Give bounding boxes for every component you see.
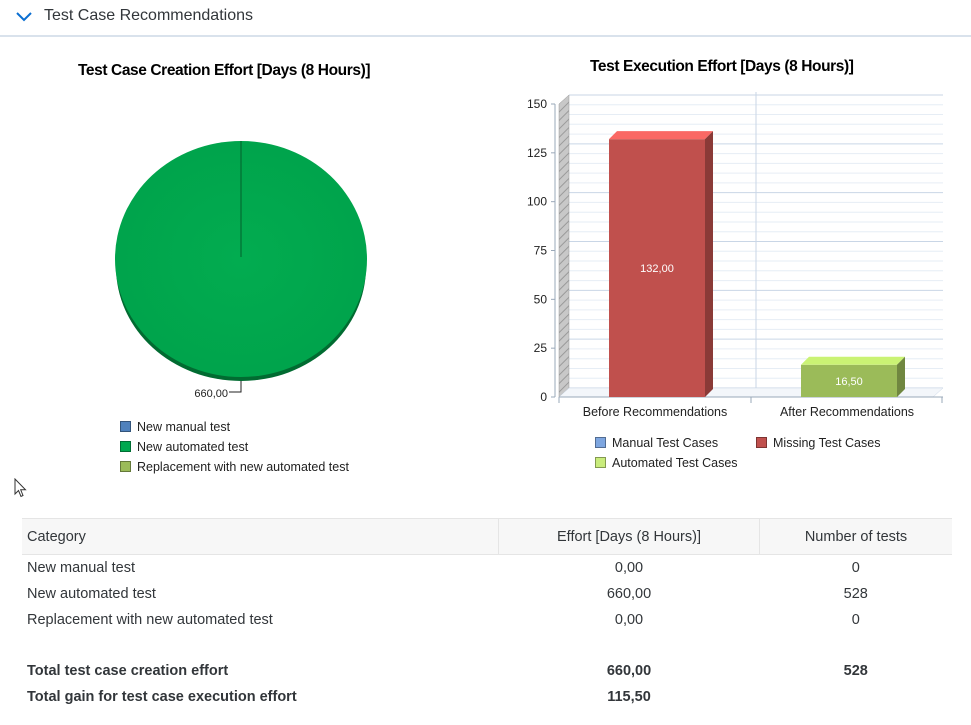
total-label-cell: Total gain for test case execution effor… — [27, 689, 297, 705]
bar-chart-title: Test Execution Effort [Days (8 Hours)] — [590, 58, 854, 75]
y-axis-wall — [558, 94, 570, 398]
x-tick-label: After Recommendations — [780, 405, 914, 419]
mouse-cursor-icon — [14, 478, 27, 498]
total-effort-cell: 115,50 — [607, 689, 651, 705]
pie-chart-title: Test Case Creation Effort [Days (8 Hours… — [78, 62, 371, 79]
bar-top — [609, 131, 713, 140]
bar-top — [801, 356, 905, 365]
bar-automated-test-cases — [801, 356, 905, 397]
legend-swatch — [756, 437, 767, 448]
panel-header[interactable]: Test Case Recommendations — [0, 0, 971, 37]
total-number-of-tests-cell — [760, 684, 953, 710]
column-header-number-of-tests: Number of tests — [759, 518, 952, 555]
total-label-cell: Total test case creation effort — [27, 663, 229, 679]
table-total-row: Total test case creation effort 660,00 5… — [22, 658, 952, 684]
legend-swatch — [120, 461, 131, 472]
number-of-tests-cell: 0 — [851, 560, 860, 576]
y-tick-label: 150 — [527, 97, 547, 111]
bar-side — [705, 131, 713, 397]
pie-chart: 660,00 — [115, 141, 367, 400]
bar-missing-test-cases — [609, 131, 713, 397]
table-header-row: Category Effort [Days (8 Hours)] Number … — [22, 518, 952, 555]
bar-data-label: 132,00 — [640, 263, 674, 275]
legend-swatch — [595, 457, 606, 468]
table-row: Replacement with new automated test 0,00… — [22, 607, 952, 633]
pie-slice-new-automated-test — [115, 141, 367, 377]
panel-title: Test Case Recommendations — [44, 7, 253, 24]
table-spacer-row — [22, 633, 952, 658]
y-tick-label: 25 — [534, 341, 548, 355]
bar-front — [801, 364, 897, 397]
y-tick-label: 75 — [534, 244, 548, 258]
table-total-row: Total gain for test case execution effor… — [22, 684, 952, 710]
pie-data-label: 660,00 — [194, 388, 228, 400]
x-tick-label: Before Recommendations — [583, 405, 728, 419]
category-cell: Replacement with new automated test — [27, 612, 273, 628]
effort-cell: 0,00 — [614, 612, 644, 628]
summary-table: Category Effort [Days (8 Hours)] Number … — [22, 518, 952, 710]
y-tick-label: 100 — [527, 195, 547, 209]
legend-swatch — [595, 437, 606, 448]
table-row: New manual test 0,00 0 — [22, 555, 952, 582]
pie-label-leader — [229, 381, 242, 393]
effort-cell: 660,00 — [606, 586, 652, 602]
number-of-tests-cell: 528 — [843, 586, 868, 602]
bar-data-label: 16,50 — [835, 376, 863, 388]
total-effort-cell: 660,00 — [606, 663, 652, 679]
y-tick-label: 0 — [540, 390, 547, 404]
category-cell: New automated test — [27, 586, 156, 602]
chevron-down-icon[interactable] — [15, 9, 33, 23]
legend-swatch — [120, 441, 131, 452]
bar-front — [609, 139, 705, 397]
y-tick-label: 125 — [527, 146, 547, 160]
column-header-effort: Effort [Days (8 Hours)] — [498, 518, 760, 555]
number-of-tests-cell: 0 — [851, 612, 860, 628]
total-number-of-tests-cell: 528 — [843, 663, 868, 679]
legend-swatch — [120, 421, 131, 432]
column-header-category: Category — [22, 518, 499, 555]
bar-side — [897, 356, 905, 397]
bar-chart: 0 25 50 75 100 125 150 Before Recommendations Af… — [527, 92, 944, 419]
y-tick-label: 50 — [534, 292, 548, 306]
category-cell: New manual test — [27, 560, 135, 576]
table-row: New automated test 660,00 528 — [22, 581, 952, 607]
effort-cell: 0,00 — [614, 560, 644, 576]
